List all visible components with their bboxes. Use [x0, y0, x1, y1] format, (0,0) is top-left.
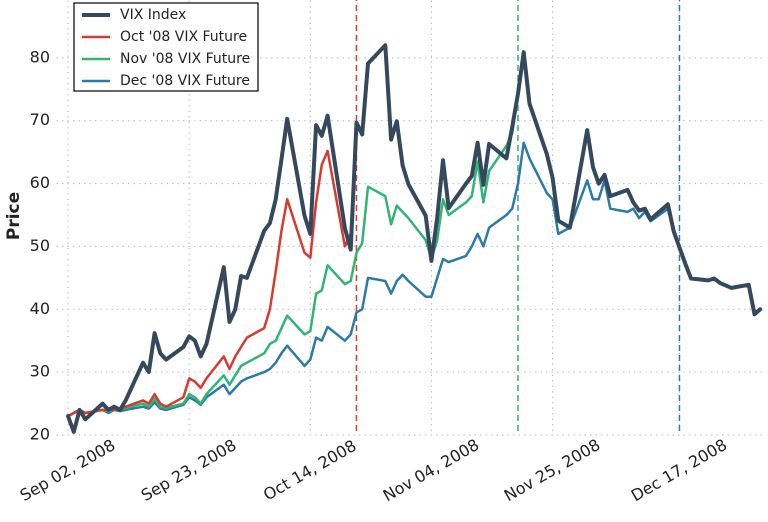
- series-line: [66, 92, 520, 418]
- x-tick-label: Oct 14, 2008: [260, 436, 360, 504]
- x-tick-label: Sep 02, 2008: [17, 435, 119, 505]
- legend-label: VIX Index: [120, 7, 186, 23]
- y-tick-label: 70: [30, 110, 50, 129]
- y-tick-label: 80: [30, 47, 50, 66]
- x-tick-label: Dec 17, 2008: [628, 435, 730, 505]
- legend-label: Oct '08 VIX Future: [120, 29, 247, 45]
- legend-label: Nov '08 VIX Future: [120, 51, 250, 67]
- y-tick-label: 90: [30, 0, 50, 4]
- series-line: [66, 141, 681, 418]
- x-tick-label: Nov 04, 2008: [380, 435, 483, 505]
- y-tick-label: 60: [30, 173, 50, 192]
- legend: VIX Index Oct '08 VIX Future Nov '08 VIX F…: [73, 2, 259, 92]
- y-tick-label: 40: [30, 299, 50, 318]
- y-tick-label: 30: [30, 362, 50, 381]
- y-tick-label: 20: [30, 425, 50, 444]
- y-axis-label: Price: [4, 192, 24, 240]
- series-line: [66, 43, 763, 434]
- series-line: [66, 132, 358, 418]
- legend-label: Dec '08 VIX Future: [120, 73, 250, 89]
- y-tick-label: 50: [30, 236, 50, 255]
- x-tick-label: Sep 23, 2008: [138, 435, 240, 505]
- legend-box: [73, 2, 259, 92]
- x-tick-label: Nov 25, 2008: [501, 435, 604, 505]
